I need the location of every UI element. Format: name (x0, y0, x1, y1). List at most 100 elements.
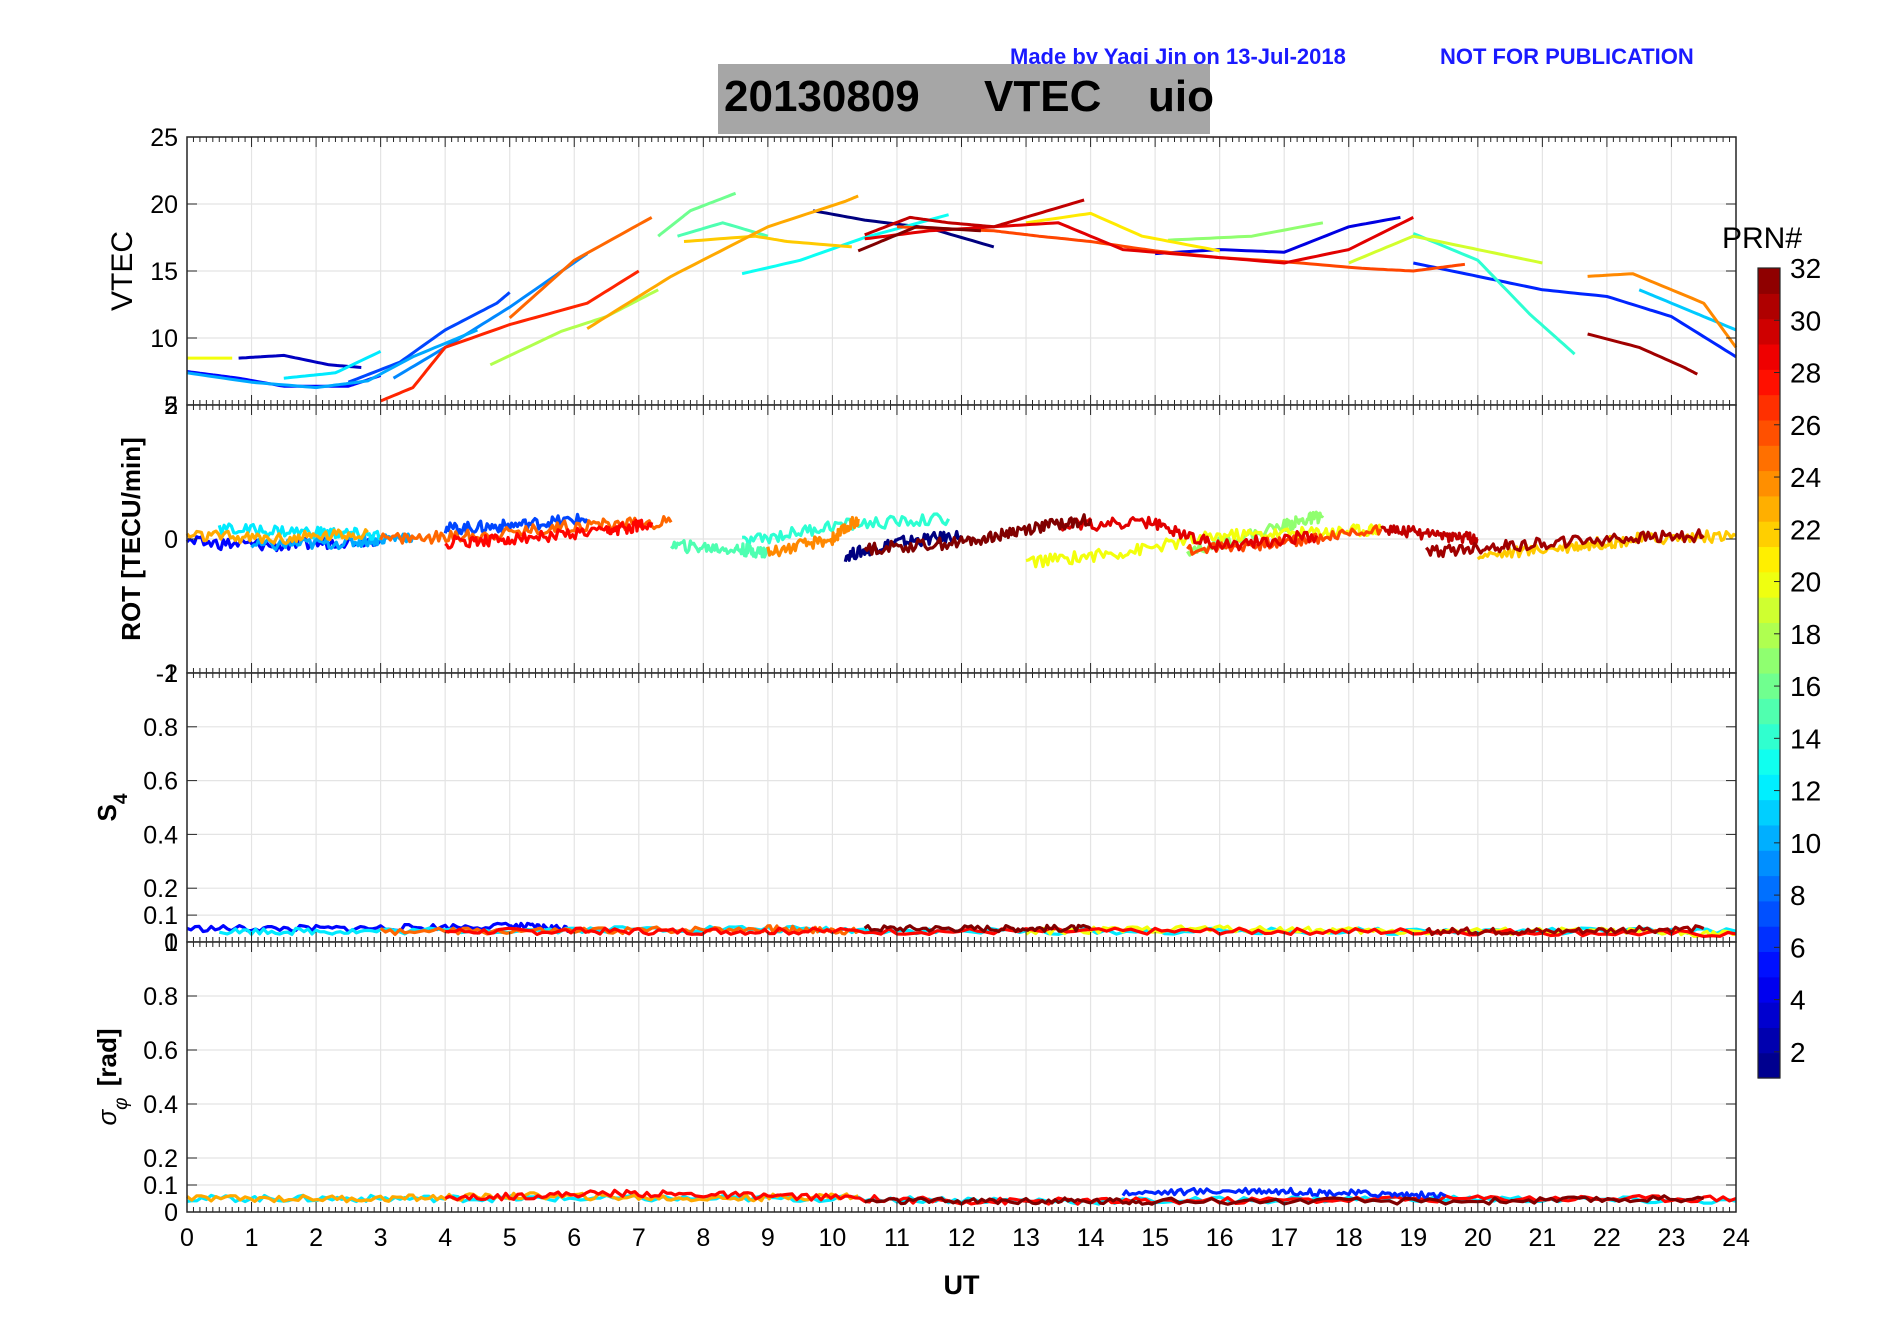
series-vtec-prn32 (857, 225, 981, 253)
x-tick-label: 2 (309, 1224, 323, 1252)
title-date: 20130809 (724, 72, 920, 121)
series-vtec-prn25 (508, 216, 653, 320)
publication-notice: NOT FOR PUBLICATION (1440, 44, 1694, 69)
x-tick-label: 8 (696, 1224, 710, 1252)
colorbar-segment (1758, 369, 1780, 396)
series-rot-prn1 (843, 529, 963, 563)
series-vtec-prn18 (489, 288, 659, 367)
colorbar-tick-label: 16 (1790, 671, 1821, 702)
series-vtec-prn31 (1587, 332, 1699, 376)
series-vtec-prn21 (1025, 211, 1220, 253)
colorbar-segment (1758, 976, 1780, 1003)
panel-sigma-phi-ytick-label: 0.1 (143, 1172, 178, 1200)
colorbar-tick-label: 2 (1790, 1037, 1806, 1068)
colorbar-segment (1758, 850, 1780, 877)
x-tick-label: 16 (1206, 1224, 1234, 1252)
panel-vtec-ytick-label: 15 (150, 258, 178, 286)
colorbar-segment (1758, 571, 1780, 598)
colorbar-segment (1758, 622, 1780, 649)
colorbar-segment (1758, 343, 1780, 370)
colorbar-segment (1758, 1002, 1780, 1028)
series-vtec-prn19 (1348, 234, 1543, 265)
x-tick-label: 5 (503, 1224, 517, 1252)
panel-vtec-ytick-label: 10 (150, 325, 178, 353)
colorbar-segment (1758, 673, 1780, 699)
colorbar-tick-label: 12 (1790, 776, 1821, 807)
series-rot-prn14 (741, 512, 951, 548)
series-rot-prn24 (766, 515, 860, 558)
colorbar-segment (1758, 647, 1780, 674)
series-vtec-prn22 (683, 234, 852, 249)
colorbar-segment (1758, 723, 1780, 750)
colorbar-title: PRN# (1722, 222, 1802, 255)
x-axis-label: UT (944, 1270, 980, 1300)
panel-s4-ytick-label: 0.4 (143, 821, 178, 849)
x-tick-label: 11 (884, 1224, 910, 1252)
series-rot-prn30 (1380, 524, 1479, 546)
series-vtec-prn23 (586, 194, 859, 330)
colorbar-segment (1758, 470, 1780, 497)
colorbar-segment (1758, 521, 1780, 548)
colorbar-tick-label: 10 (1790, 828, 1821, 859)
x-tick-label: 19 (1399, 1224, 1427, 1252)
colorbar-segment (1758, 268, 1780, 294)
series-vtec-prn6 (1413, 261, 1737, 359)
panel-rot-ylabel: ROT [TECU/min] (116, 437, 146, 641)
colorbar-tick-label: 22 (1790, 514, 1821, 545)
series-rot-prn15 (670, 539, 770, 559)
series-rot-prn20 (1025, 523, 1383, 569)
series-sigma-phi-prn6 (1121, 1186, 1447, 1201)
x-tick-label: 20 (1464, 1224, 1492, 1252)
series-vtec-prn15 (677, 221, 769, 238)
colorbar-segment (1758, 748, 1780, 775)
series-vtec-prn16 (657, 191, 737, 238)
colorbar-segment (1758, 597, 1780, 623)
colorbar-segment (1758, 774, 1780, 801)
series-rot-prn28 (444, 518, 654, 550)
panel-vtec-ytick-label: 20 (150, 191, 178, 219)
series-vtec-prn14 (1412, 232, 1576, 356)
x-tick-label: 15 (1141, 1224, 1169, 1252)
panel-s4-ytick-label: 0.1 (143, 902, 178, 930)
x-tick-label: 6 (567, 1224, 581, 1252)
series-vtec-prn10 (186, 328, 478, 390)
x-tick-label: 1 (245, 1224, 259, 1252)
title-background (718, 64, 1210, 134)
colorbar-segment (1758, 926, 1780, 953)
x-tick-label: 23 (1658, 1224, 1686, 1252)
series-vtec-prn3 (238, 353, 362, 369)
series-rot-prn31 (1424, 528, 1705, 559)
series-vtec-prn4 (1154, 215, 1401, 256)
series-rot-prn23 (185, 528, 369, 546)
panel-rot-ytick-label: 2 (164, 392, 178, 420)
panel-s4-ytick-label: 0.6 (143, 768, 178, 796)
colorbar-tick-label: 8 (1790, 880, 1806, 911)
series-vtec-prn1 (812, 209, 995, 249)
series-s4-prn25 (379, 924, 859, 937)
x-tick-label: 10 (819, 1224, 847, 1252)
series-vtec-prn27 (380, 269, 640, 403)
panel-sigma-phi-ytick-label: 1 (164, 929, 178, 957)
panel-sigma-phi-ytick-label: 0.6 (143, 1037, 178, 1065)
colorbar-segment (1758, 1027, 1780, 1054)
colorbar-segment (1758, 293, 1780, 320)
colorbar-segment (1758, 875, 1780, 902)
series-vtec-prn12 (283, 350, 382, 380)
x-tick-label: 17 (1270, 1224, 1298, 1252)
x-tick-label: 18 (1335, 1224, 1363, 1252)
colorbar-frame (1757, 267, 1781, 1079)
colorbar-tick-label: 30 (1790, 305, 1821, 336)
series-rot-prn32 (863, 513, 1093, 556)
x-tick-label: 14 (1077, 1224, 1105, 1252)
panel-rot-ytick-label: -2 (156, 660, 178, 688)
panel-vtec-ytick-label: 25 (150, 124, 178, 152)
x-tick-label: 24 (1722, 1224, 1750, 1252)
colorbar-segment (1758, 445, 1780, 472)
colorbar-segment (1758, 394, 1780, 421)
series-rot-prn17 (1186, 510, 1325, 557)
x-tick-label: 12 (948, 1224, 976, 1252)
colorbar-tick-label: 32 (1790, 253, 1821, 284)
panel-sigma-phi-ytick-label: 0.8 (143, 983, 178, 1011)
colorbar-segment (1758, 318, 1780, 345)
